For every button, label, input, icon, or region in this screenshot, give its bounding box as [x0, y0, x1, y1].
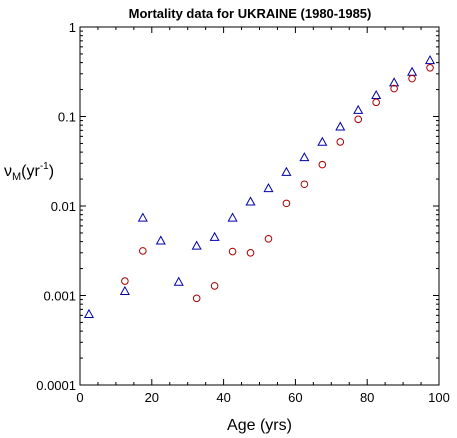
- circle-point: [121, 277, 129, 285]
- triangle-point: [191, 240, 202, 250]
- x-tick-label: 20: [145, 390, 159, 405]
- circle-point: [372, 98, 380, 107]
- data-points: [83, 55, 436, 318]
- circle-point: [408, 74, 416, 83]
- triangle-point: [317, 136, 328, 146]
- x-tick-label: 100: [428, 390, 450, 405]
- y-tick-label: 0.1: [58, 110, 76, 125]
- chart-title: Mortality data for UKRAINE (1980-1985): [129, 6, 372, 21]
- y-axis-label-superscript: -1: [40, 161, 49, 172]
- x-tick-label: 80: [360, 390, 374, 405]
- circle-point: [390, 84, 398, 93]
- circle-point: [354, 115, 363, 124]
- y-tick-label: 1: [69, 20, 76, 35]
- triangle-point: [245, 196, 256, 206]
- triangle-point: [209, 231, 220, 241]
- circle-point: [282, 199, 291, 208]
- circle-point: [264, 235, 273, 243]
- x-tick-label: 60: [288, 390, 302, 405]
- y-axis-label-subscript: M: [12, 171, 21, 183]
- triangle-point: [173, 276, 184, 286]
- x-tick-label: 0: [76, 390, 83, 405]
- circle-point: [228, 247, 237, 256]
- plot-frame: [79, 26, 440, 386]
- circle-point: [336, 138, 345, 146]
- x-axis-label: Age (yrs): [227, 417, 292, 434]
- y-axis: 0.0001 0.001 0.01 0.1 1: [36, 20, 439, 393]
- y-axis-label-symbol: ν: [4, 163, 12, 180]
- y-tick-label: 0.001: [43, 289, 76, 304]
- circle-point: [246, 248, 255, 257]
- y-axis-label: νM(yr-1): [4, 161, 54, 183]
- circle-point: [210, 282, 219, 290]
- circle-point: [192, 294, 201, 303]
- y-tick-label: 0.01: [51, 199, 76, 214]
- y-tick-label: 0.0001: [36, 378, 76, 393]
- triangle-point: [299, 152, 310, 162]
- triangle-point: [119, 285, 130, 295]
- triangle-point: [83, 308, 95, 318]
- triangle-point: [137, 212, 148, 222]
- circle-point: [318, 160, 327, 169]
- triangle-point: [227, 212, 238, 222]
- x-axis: 0 20 40 60 80 100: [76, 27, 450, 405]
- triangle-point: [389, 77, 400, 87]
- triangle-point: [353, 104, 364, 114]
- triangle-point: [371, 89, 382, 100]
- x-tick-label: 40: [216, 390, 230, 405]
- triangle-point: [263, 182, 274, 193]
- triangle-point: [407, 66, 418, 76]
- triangle-point: [335, 121, 346, 131]
- circle-point: [300, 180, 309, 189]
- triangle-point: [281, 166, 292, 176]
- y-axis-label-close: ): [49, 163, 54, 180]
- triangle-point: [424, 55, 436, 65]
- triangle-point: [155, 235, 166, 245]
- circle-point: [426, 64, 434, 72]
- circle-point: [139, 247, 147, 255]
- y-axis-label-open: (yr: [21, 163, 40, 180]
